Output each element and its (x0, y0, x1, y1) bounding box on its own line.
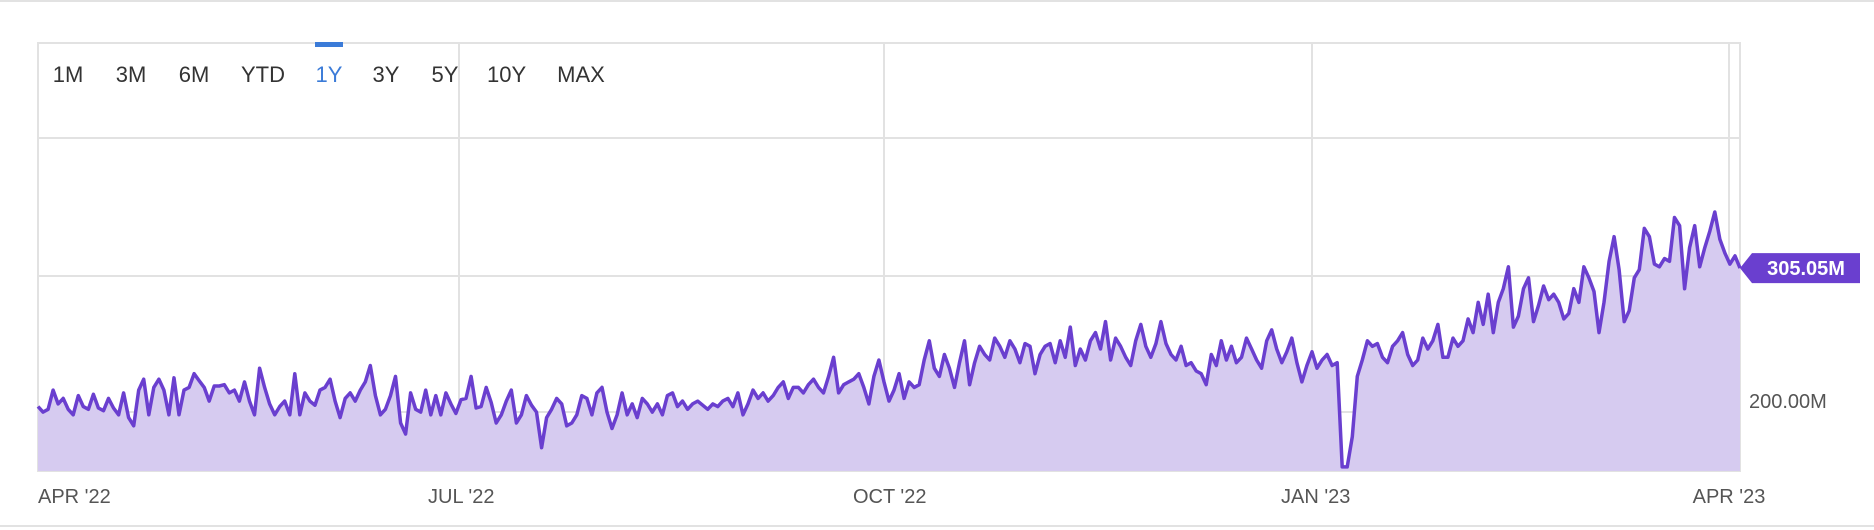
area-fill (38, 212, 1740, 471)
range-tab-3m[interactable]: 3M (115, 62, 147, 87)
x-tick-label: JAN '23 (1281, 486, 1350, 508)
range-tab-1y[interactable]: 1Y (315, 42, 343, 92)
last-value-label: 305.05M (1767, 258, 1845, 280)
range-tab-5y[interactable]: 5Y (431, 62, 459, 87)
range-tab-max[interactable]: MAX (557, 62, 605, 87)
frame-top-border (0, 0, 1874, 2)
range-tab-10y[interactable]: 10Y (487, 62, 527, 87)
series-line (36, 210, 1742, 469)
x-tick-label: APR '23 (1693, 486, 1766, 508)
last-value-badge: 305.05M (1740, 253, 1860, 284)
tick-layer: APR '22 JUL '22 OCT '22 JAN '23 APR '23 200.0… (38, 391, 1827, 508)
range-tab-3y[interactable]: 3Y (372, 62, 400, 87)
range-tab-ytd[interactable]: YTD (241, 62, 285, 87)
x-tick-label: APR '22 (38, 486, 111, 508)
last-value-badge-shape (1740, 253, 1860, 284)
range-tab-1m[interactable]: 1M (52, 62, 84, 87)
frame-bottom-border (0, 525, 1874, 527)
x-tick-label: JUL '22 (428, 486, 494, 508)
area-layer (36, 210, 1742, 471)
x-tick-label: OCT '22 (853, 486, 926, 508)
range-tab-6m[interactable]: 6M (178, 62, 210, 87)
y-tick-label: 200.00M (1749, 391, 1827, 413)
